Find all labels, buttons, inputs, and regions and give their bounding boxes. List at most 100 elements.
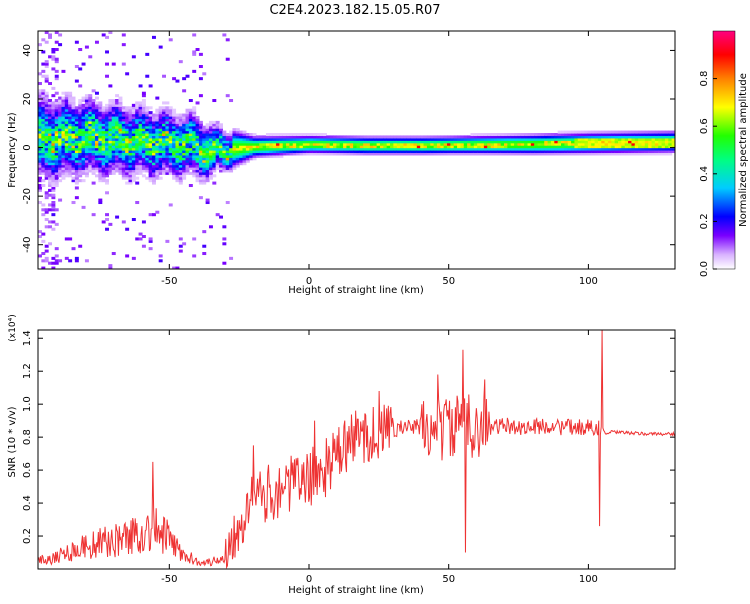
heat-cell	[547, 140, 552, 144]
heat-cell	[145, 133, 150, 137]
heat-cell	[81, 142, 86, 146]
heat-cell	[540, 135, 545, 139]
heat-cell	[125, 150, 130, 154]
heat-cell	[346, 135, 351, 139]
heat-cell	[105, 113, 109, 117]
heat-cell	[249, 157, 254, 161]
heat-cell	[131, 154, 136, 158]
heat-cell	[349, 142, 354, 146]
heat-cell	[158, 128, 163, 132]
heat-cell	[74, 154, 79, 158]
heat-cell	[215, 159, 220, 163]
heat-cell	[255, 147, 260, 151]
heat-cell	[628, 135, 633, 139]
heat-cell	[108, 99, 113, 103]
heat-cell	[557, 137, 562, 141]
heat-cell	[390, 150, 394, 154]
heat-cell	[48, 174, 53, 178]
heat-cell	[192, 113, 197, 117]
heat-cell	[554, 137, 559, 141]
heat-cell	[101, 164, 106, 168]
heat-cell	[175, 157, 180, 161]
heat-cell	[105, 169, 109, 173]
heat-cell	[534, 137, 539, 141]
heat-cell	[58, 159, 63, 163]
heat-cell	[145, 169, 150, 173]
heat-cell	[188, 123, 193, 127]
heat-cell	[192, 123, 197, 127]
heat-cell	[618, 137, 622, 141]
heat-cell	[239, 135, 244, 139]
heat-cell	[44, 60, 49, 64]
heat-cell	[245, 150, 250, 154]
heat-cell	[141, 152, 146, 156]
heat-cell	[68, 135, 73, 139]
heat-cell	[245, 157, 250, 161]
heat-cell	[463, 147, 468, 151]
heat-cell	[58, 103, 63, 107]
heat-cell	[654, 135, 659, 139]
heat-cell	[638, 135, 643, 139]
heat-cell	[58, 113, 63, 117]
heat-cell	[121, 118, 126, 122]
heat-cell	[81, 169, 86, 173]
heat-cell	[151, 130, 156, 134]
heat-cell	[84, 142, 89, 146]
heat-cell	[493, 137, 498, 141]
heat-cell	[41, 167, 46, 171]
heat-cell	[81, 205, 86, 209]
heat-cell	[215, 150, 220, 154]
heat-cell	[319, 147, 324, 151]
heat-cell	[517, 133, 522, 137]
heat-cell	[38, 157, 42, 161]
heat-cell	[145, 142, 150, 146]
heat-cell	[125, 120, 130, 124]
heat-cell	[614, 150, 619, 154]
heat-cell	[84, 101, 89, 105]
heat-cell	[172, 176, 177, 180]
heat-cell	[115, 137, 120, 141]
heat-cell	[322, 147, 327, 151]
heat-cell	[182, 77, 187, 81]
heat-cell	[286, 150, 291, 154]
heat-cell	[58, 171, 63, 175]
heat-cell	[168, 133, 173, 137]
heat-cell	[51, 103, 56, 107]
heat-cell	[172, 159, 177, 163]
heat-cell	[155, 130, 160, 134]
heat-cell	[319, 142, 324, 146]
heat-cell	[101, 220, 106, 224]
heat-cell	[534, 140, 539, 144]
heat-cell	[601, 137, 606, 141]
heat-cell	[88, 154, 93, 158]
heat-cell	[222, 145, 227, 149]
heat-cell	[54, 101, 59, 105]
heat-cell	[54, 120, 59, 124]
heat-cell	[222, 147, 227, 151]
heat-cell	[41, 101, 46, 105]
heat-cell	[111, 125, 116, 129]
heat-cell	[571, 152, 576, 156]
heat-cell	[349, 135, 354, 139]
heat-cell	[38, 99, 42, 103]
heat-cell	[279, 133, 284, 137]
heat-cell	[302, 150, 307, 154]
heat-cell	[168, 147, 173, 151]
heat-cell	[198, 65, 203, 69]
heat-cell	[128, 113, 133, 117]
heat-cell	[232, 152, 237, 156]
heat-cell	[309, 147, 314, 151]
heat-cell	[651, 137, 656, 141]
heat-cell	[168, 167, 173, 171]
heat-cell	[192, 157, 197, 161]
heat-cell	[48, 35, 53, 39]
heat-cell	[373, 137, 378, 141]
heat-cell	[84, 128, 89, 132]
heat-cell	[54, 108, 59, 112]
heat-cell	[249, 135, 254, 139]
heat-cell	[54, 135, 59, 139]
heat-cell	[517, 145, 522, 149]
heat-cell	[38, 137, 42, 141]
heat-cell	[54, 179, 59, 183]
heat-cell	[38, 152, 42, 156]
